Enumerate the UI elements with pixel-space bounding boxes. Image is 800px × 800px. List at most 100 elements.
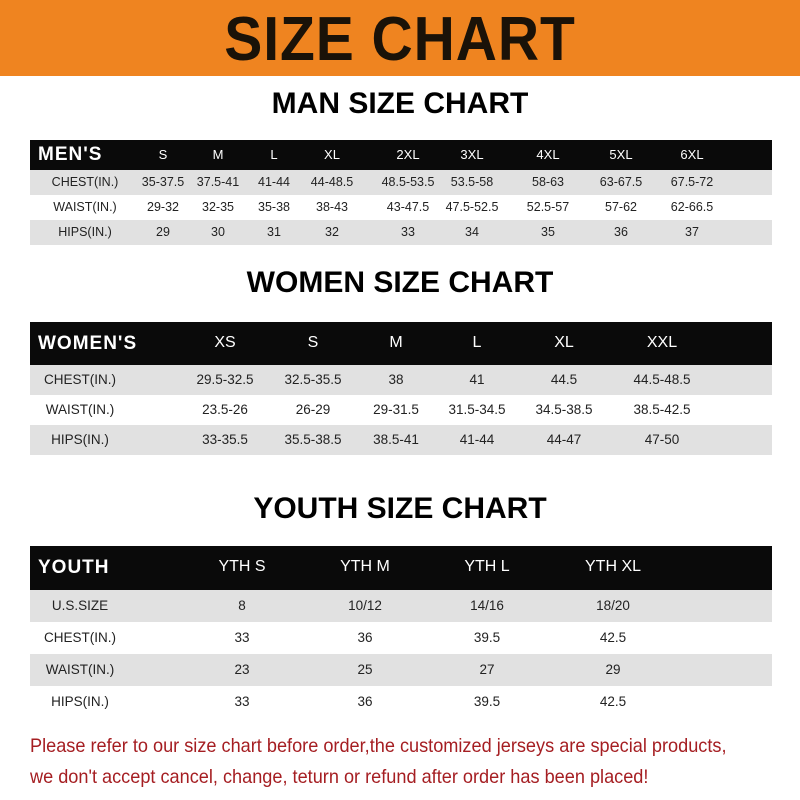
table-cell: 57-62	[605, 200, 637, 214]
size-header-xl: XL	[324, 147, 340, 163]
table-cell: 38-43	[316, 200, 348, 214]
table-cell: 47-50	[644, 431, 680, 447]
row-label: CHEST(IN.)	[44, 371, 116, 387]
row-label: HIPS(IN.)	[51, 431, 109, 447]
men-size-table: MEN'S S M L XL 2XL 3XL 4XL 5XL 6XL CHEST(IN.) 35-37…	[30, 140, 772, 245]
table-cell: 14/16	[470, 597, 504, 613]
men-header-row: MEN'S S M L XL 2XL 3XL 4XL 5XL 6XL	[30, 140, 772, 170]
men-section-title: MAN SIZE CHART	[271, 87, 529, 120]
women-section-title: WOMEN SIZE CHART	[246, 266, 554, 299]
table-cell: 23	[234, 661, 250, 677]
men-header-label: MEN'S	[38, 144, 103, 165]
table-row: CHEST(IN.) 35-37.5 37.5-41 41-44 44-48.5 48.5…	[30, 170, 772, 195]
table-cell: 58-63	[532, 175, 564, 189]
table-cell: 48.5-53.5	[381, 175, 435, 189]
table-cell: 18/20	[596, 597, 630, 613]
table-cell: 63-67.5	[599, 175, 643, 189]
women-header-row: WOMEN'S XS S M L XL XXL	[30, 322, 772, 365]
table-cell: 35-38	[258, 200, 290, 214]
size-header-2xl: 2XL	[396, 147, 420, 163]
table-row: HIPS(IN.) 33-35.5 35.5-38.5 38.5-41 41-44 44-…	[30, 425, 772, 455]
table-cell: 32-35	[202, 200, 234, 214]
banner-title: SIZE CHART	[224, 5, 576, 74]
table-cell: 34	[465, 225, 479, 239]
table-cell: 29.5-32.5	[196, 371, 254, 387]
table-cell: 38	[388, 371, 404, 387]
table-cell: 41-44	[258, 175, 290, 189]
table-cell: 8	[238, 597, 246, 613]
table-row: HIPS(IN.) 29 30 31 32 33 34 35 36 37	[30, 220, 772, 245]
size-header-l: L	[472, 333, 482, 351]
table-row: WAIST(IN.) 29-32 32-35 35-38 38-43 43-47.5 47.…	[30, 195, 772, 220]
youth-header-row: YOUTH YTH S YTH M YTH L YTH XL	[30, 546, 772, 590]
table-cell: 41	[469, 371, 485, 387]
table-row: CHEST(IN.) 33 36 39.5 42.5	[30, 622, 772, 654]
table-cell: 41-44	[459, 431, 495, 447]
table-cell: 27	[479, 661, 495, 677]
table-cell: 43-47.5	[386, 200, 430, 214]
table-cell: 42.5	[599, 629, 627, 645]
table-cell: 37	[685, 225, 699, 239]
notice-line-1: Please refer to our size chart before or…	[30, 735, 727, 757]
row-label: HIPS(IN.)	[58, 225, 112, 239]
table-cell: 33	[234, 629, 250, 645]
table-cell: 32.5-35.5	[284, 371, 342, 387]
table-cell: 37.5-41	[196, 175, 240, 189]
row-label: CHEST(IN.)	[51, 175, 119, 189]
table-cell: 33	[401, 225, 415, 239]
size-header-6xl: 6XL	[680, 147, 704, 163]
row-label: WAIST(IN.)	[45, 401, 115, 417]
table-row: HIPS(IN.) 33 36 39.5 42.5	[30, 686, 772, 718]
table-cell: 35	[541, 225, 555, 239]
size-header-l: L	[270, 147, 278, 163]
table-cell: 23.5-26	[202, 401, 248, 417]
table-cell: 29	[605, 661, 621, 677]
size-header-3xl: 3XL	[460, 147, 484, 163]
table-cell: 67.5-72	[670, 175, 714, 189]
table-cell: 62-66.5	[670, 200, 714, 214]
table-cell: 33-35.5	[202, 431, 248, 447]
size-header-5xl: 5XL	[609, 147, 633, 163]
youth-section-title: YOUTH SIZE CHART	[253, 492, 547, 525]
women-header-label: WOMEN'S	[38, 332, 138, 354]
youth-size-table: YOUTH YTH S YTH M YTH L YTH XL U.S.SIZE 8 10/12…	[30, 546, 772, 718]
size-header-xs: XS	[214, 333, 236, 351]
table-cell: 33	[234, 693, 250, 709]
table-cell: 26-29	[295, 401, 331, 417]
table-row: CHEST(IN.) 29.5-32.5 32.5-35.5 38 41 44.5 44.5…	[30, 365, 772, 395]
table-cell: 53.5-58	[450, 175, 494, 189]
table-cell: 29-31.5	[373, 401, 419, 417]
table-cell: 31.5-34.5	[448, 401, 506, 417]
table-cell: 34.5-38.5	[535, 401, 593, 417]
table-cell: 29-32	[147, 200, 179, 214]
table-cell: 25	[357, 661, 373, 677]
size-header-yth-xl: YTH XL	[584, 558, 642, 576]
size-header-yth-s: YTH S	[218, 558, 266, 576]
row-label: WAIST(IN.)	[45, 661, 115, 677]
table-cell: 44.5-48.5	[633, 371, 691, 387]
size-header-yth-m: YTH M	[340, 558, 390, 576]
table-cell: 39.5	[473, 629, 501, 645]
row-label: WAIST(IN.)	[53, 200, 117, 214]
row-label: U.S.SIZE	[51, 597, 109, 613]
size-header-yth-l: YTH L	[464, 558, 510, 576]
size-header-s: S	[307, 333, 319, 351]
size-header-m: M	[212, 147, 224, 163]
youth-header-label: YOUTH	[38, 557, 110, 578]
table-cell: 42.5	[599, 693, 627, 709]
row-label: CHEST(IN.)	[44, 629, 116, 645]
table-cell: 47.5-52.5	[445, 200, 499, 214]
row-label: HIPS(IN.)	[51, 693, 109, 709]
size-header-s: S	[158, 147, 168, 163]
table-cell: 44-47	[546, 431, 582, 447]
size-header-xl: XL	[554, 333, 574, 351]
table-row: WAIST(IN.) 23 25 27 29	[30, 654, 772, 686]
table-cell: 38.5-41	[373, 431, 419, 447]
size-header-xxl: XXL	[646, 333, 678, 351]
women-size-table: WOMEN'S XS S M L XL XXL CHEST(IN.) 29.5-32.5 32.5…	[30, 322, 772, 455]
table-cell: 39.5	[473, 693, 501, 709]
size-header-m: M	[389, 333, 403, 351]
table-cell: 32	[325, 225, 339, 239]
table-row: U.S.SIZE 8 10/12 14/16 18/20	[30, 590, 772, 622]
table-cell: 35.5-38.5	[284, 431, 342, 447]
